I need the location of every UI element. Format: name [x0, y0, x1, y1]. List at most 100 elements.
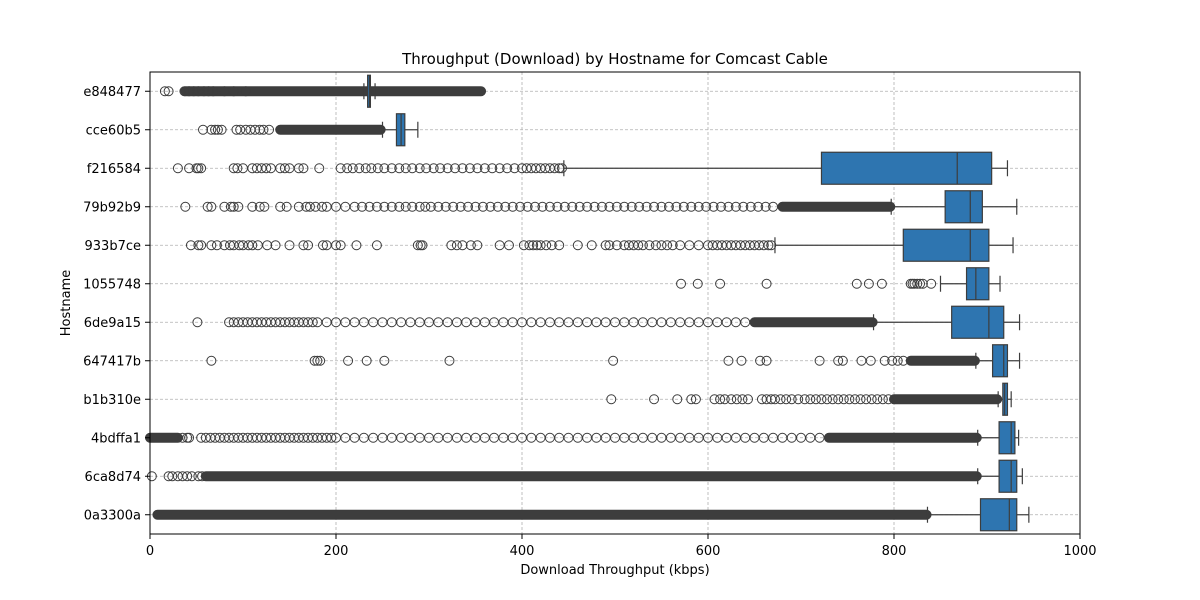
- outlier-point-f216584: [293, 163, 304, 174]
- box-1055748: [965, 267, 990, 301]
- outlier-run-79b92b9: [777, 201, 896, 212]
- outlier-point-79b92b9: [701, 201, 712, 212]
- outlier-point-b1b310e: [810, 394, 821, 405]
- outlier-run-b1b310e: [889, 394, 1003, 405]
- outlier-point-79b92b9: [537, 201, 548, 212]
- outlier-point-79b92b9: [522, 201, 533, 212]
- outlier-point-f216584: [450, 163, 461, 174]
- outlier-point-f216584: [360, 163, 371, 174]
- chart-title: Throughput (Download) by Hostname for Co…: [401, 50, 828, 68]
- outlier-point-79b92b9: [420, 201, 431, 212]
- y-tick-label-cce60b5: cce60b5: [86, 123, 141, 138]
- outlier-point-e848477: [163, 86, 174, 97]
- outlier-point-79b92b9: [723, 201, 734, 212]
- outlier-point-79b92b9: [634, 201, 645, 212]
- outlier-point-f216584: [386, 163, 397, 174]
- outlier-point-b1b310e: [877, 394, 888, 405]
- outlier-point-79b92b9: [425, 201, 436, 212]
- outlier-point-647417b: [309, 355, 320, 366]
- outlier-point-b1b310e: [799, 394, 810, 405]
- outlier-point-79b92b9: [448, 201, 459, 212]
- outlier-point-79b92b9: [357, 201, 368, 212]
- outlier-point-933b7ce: [637, 240, 648, 251]
- outlier-point-933b7ce: [541, 240, 552, 251]
- outlier-point-933b7ce: [211, 240, 222, 251]
- outlier-point-1055748: [676, 278, 687, 289]
- outlier-point-79b92b9: [626, 201, 637, 212]
- outlier-point-f216584: [472, 163, 483, 174]
- y-tick-label-f216584: f216584: [87, 162, 141, 177]
- outlier-run-4bdffa1: [145, 432, 183, 443]
- outlier-point-79b92b9: [394, 201, 405, 212]
- grid-layer: [150, 72, 1080, 534]
- outlier-point-b1b310e: [849, 394, 860, 405]
- outlier-point-b1b310e: [742, 394, 753, 405]
- outlier-point-79b92b9: [180, 201, 191, 212]
- outlier-point-79b92b9: [686, 201, 697, 212]
- outlier-point-647417b: [608, 355, 619, 366]
- outlier-layer: [145, 86, 1003, 520]
- outlier-point-933b7ce: [193, 240, 204, 251]
- outlier-point-79b92b9: [371, 201, 382, 212]
- outlier-point-79b92b9: [247, 201, 258, 212]
- outlier-point-79b92b9: [293, 201, 304, 212]
- box-layer: [363, 74, 1030, 532]
- outlier-point-933b7ce: [662, 240, 673, 251]
- outlier-point-933b7ce: [758, 240, 769, 251]
- outlier-point-647417b: [755, 355, 766, 366]
- outlier-point-cce60b5: [210, 124, 221, 135]
- outlier-point-79b92b9: [228, 201, 239, 212]
- outlier-point-b1b310e: [861, 394, 872, 405]
- outlier-point-4bdffa1: [184, 432, 195, 443]
- box-6de9a15: [951, 305, 1005, 339]
- outlier-point-e848477: [228, 86, 239, 97]
- x-tick-label: 400: [510, 544, 535, 559]
- outlier-point-b1b310e: [822, 394, 833, 405]
- outlier-point-1055748: [912, 278, 923, 289]
- outlier-point-79b92b9: [492, 201, 503, 212]
- outlier-point-647417b: [444, 355, 455, 366]
- outlier-point-b1b310e: [761, 394, 772, 405]
- outlier-point-b1b310e: [805, 394, 816, 405]
- outlier-point-933b7ce: [446, 240, 457, 251]
- outlier-point-f216584: [407, 163, 418, 174]
- outlier-point-79b92b9: [611, 201, 622, 212]
- x-tick-label: 1000: [1063, 544, 1096, 559]
- outlier-point-79b92b9: [455, 201, 466, 212]
- outlier-point-f216584: [400, 163, 411, 174]
- outlier-point-79b92b9: [259, 201, 270, 212]
- outlier-point-b1b310e: [686, 394, 697, 405]
- box-0a3300a: [979, 498, 1018, 532]
- outlier-point-647417b: [865, 355, 876, 366]
- outlier-point-647417b: [723, 355, 734, 366]
- outlier-point-647417b: [879, 355, 890, 366]
- outlier-point-647417b: [343, 355, 354, 366]
- outlier-point-79b92b9: [768, 201, 779, 212]
- outlier-point-b1b310e: [827, 394, 838, 405]
- outlier-point-647417b: [898, 355, 909, 366]
- outlier-point-933b7ce: [371, 240, 382, 251]
- outlier-point-933b7ce: [604, 240, 615, 251]
- outlier-point-933b7ce: [554, 240, 565, 251]
- outlier-point-647417b: [833, 355, 844, 366]
- outlier-run-4bdffa1: [823, 432, 982, 443]
- outlier-point-933b7ce: [196, 240, 207, 251]
- outlier-point-cce60b5: [258, 124, 269, 135]
- outlier-point-f216584: [314, 163, 325, 174]
- outlier-point-79b92b9: [738, 201, 749, 212]
- outlier-point-647417b: [736, 355, 747, 366]
- outlier-point-f216584: [298, 163, 309, 174]
- outlier-point-f216584: [372, 163, 383, 174]
- outlier-point-79b92b9: [507, 201, 518, 212]
- outlier-point-b1b310e: [775, 394, 786, 405]
- outlier-point-79b92b9: [589, 201, 600, 212]
- outlier-point-b1b310e: [883, 394, 894, 405]
- outlier-point-79b92b9: [500, 201, 511, 212]
- outlier-point-933b7ce: [656, 240, 667, 251]
- box-4bdffa1: [998, 421, 1016, 455]
- y-axis-label: Hostname: [59, 270, 74, 336]
- outlier-point-b1b310e: [719, 394, 730, 405]
- outlier-point-79b92b9: [470, 201, 481, 212]
- outlier-point-1055748: [863, 278, 874, 289]
- outlier-point-79b92b9: [716, 201, 727, 212]
